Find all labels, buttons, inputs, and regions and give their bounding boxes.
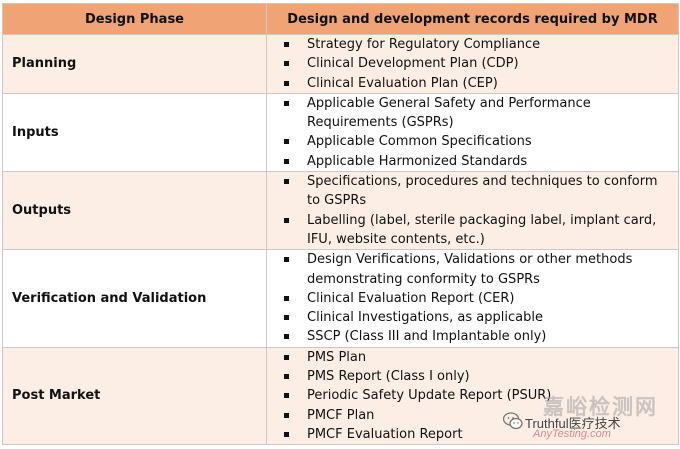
records-list: Design Verifications, Validations or oth…: [267, 250, 678, 346]
square-bullet-icon: [284, 354, 289, 360]
list-item: Labelling (label, sterile packaging labe…: [267, 211, 672, 250]
records-cell: PMS Plan PMS Report (Class I only) Periodi…: [266, 346, 679, 446]
records-list: Strategy for Regulatory Compliance Clinic…: [267, 35, 678, 93]
design-phase-cell: Inputs: [2, 92, 267, 173]
square-bullet-icon: [284, 61, 289, 67]
list-item-text: Applicable General Safety and Performanc…: [307, 95, 591, 131]
list-item: PMS Plan: [267, 348, 672, 367]
records-list: Applicable General Safety and Performanc…: [267, 94, 678, 171]
list-item: Applicable Harmonized Standards: [267, 152, 672, 171]
list-item: Periodic Safety Update Report (PSUR): [267, 386, 672, 405]
table-row: Inputs Applicable General Safety and Perf…: [2, 92, 679, 173]
list-item-text: SSCP (Class III and Implantable only): [307, 329, 547, 345]
mdr-records-table: Design Phase Design and development reco…: [2, 3, 679, 446]
list-item-text: Applicable Common Specifications: [307, 134, 532, 150]
header-records: Design and development records required …: [266, 3, 679, 35]
list-item-text: Labelling (label, sterile packaging labe…: [307, 212, 657, 247]
list-item-text: Design Verifications, Validations or oth…: [307, 252, 633, 287]
design-phase-cell: Planning: [2, 34, 267, 94]
list-item: PMCF Evaluation Report: [267, 425, 672, 444]
list-item-text: Strategy for Regulatory Compliance: [307, 37, 541, 52]
square-bullet-icon: [284, 80, 289, 86]
square-bullet-icon: [284, 334, 289, 340]
list-item-text: Clinical Investigations, as applicable: [307, 310, 543, 326]
list-item-text: Clinical Development Plan (CDP): [307, 56, 519, 72]
design-phase-cell: Verification and Validation: [2, 249, 267, 348]
square-bullet-icon: [284, 179, 289, 185]
records-cell: Applicable General Safety and Performanc…: [266, 92, 679, 173]
square-bullet-icon: [284, 257, 289, 263]
table-row: Post Market PMS Plan PMS Report (Class I o…: [2, 346, 679, 446]
records-cell: Strategy for Regulatory Compliance Clinic…: [266, 34, 679, 94]
list-item-text: Periodic Safety Update Report (PSUR): [307, 388, 552, 404]
list-item: PMS Report (Class I only): [267, 367, 672, 386]
square-bullet-icon: [284, 100, 289, 106]
list-item-text: PMS Plan: [307, 349, 367, 365]
square-bullet-icon: [284, 393, 289, 399]
records-cell: Specifications, procedures and technique…: [266, 171, 679, 251]
list-item: SSCP (Class III and Implantable only): [267, 327, 672, 346]
design-phase-cell: Outputs: [2, 171, 267, 251]
records-list: PMS Plan PMS Report (Class I only) Periodi…: [267, 348, 678, 444]
list-item-text: Applicable Harmonized Standards: [307, 153, 528, 169]
list-item: Clinical Investigations, as applicable: [267, 308, 672, 327]
design-phase-cell: Post Market: [2, 346, 267, 446]
header-row: Design Phase Design and development reco…: [2, 3, 679, 35]
records-cell: Design Verifications, Validations or oth…: [266, 249, 679, 348]
list-item: Clinical Development Plan (CDP): [267, 54, 672, 73]
square-bullet-icon: [284, 374, 289, 380]
square-bullet-icon: [284, 158, 289, 164]
square-bullet-icon: [284, 315, 289, 321]
list-item-text: Clinical Evaluation Plan (CEP): [307, 75, 498, 91]
table-row: Outputs Specifications, procedures and te…: [2, 171, 679, 251]
square-bullet-icon: [284, 295, 289, 301]
square-bullet-icon: [284, 139, 289, 145]
list-item-text: Clinical Evaluation Report (CER): [307, 290, 515, 306]
list-item-text: PMCF Plan: [307, 407, 375, 423]
list-item-text: Specifications, procedures and technique…: [307, 174, 658, 209]
square-bullet-icon: [284, 42, 289, 47]
table-row: Planning Strategy for Regulatory Complian…: [2, 34, 679, 94]
list-item: Clinical Evaluation Plan (CEP): [267, 74, 672, 93]
records-list: Specifications, procedures and technique…: [267, 172, 678, 249]
list-item: Design Verifications, Validations or oth…: [267, 250, 672, 289]
square-bullet-icon: [284, 431, 289, 437]
list-item: PMCF Plan: [267, 406, 672, 425]
list-item-text: PMS Report (Class I only): [307, 369, 470, 385]
list-item: Specifications, procedures and technique…: [267, 172, 672, 211]
list-item: Clinical Evaluation Report (CER): [267, 289, 672, 308]
table-body: Planning Strategy for Regulatory Complian…: [2, 34, 679, 446]
square-bullet-icon: [284, 412, 289, 418]
table-row: Verification and Validation Design Verifi…: [2, 249, 679, 348]
header-design-phase: Design Phase: [2, 3, 267, 35]
list-item: Strategy for Regulatory Compliance: [267, 35, 672, 54]
list-item-text: PMCF Evaluation Report: [307, 426, 463, 442]
square-bullet-icon: [284, 217, 289, 223]
list-item: Applicable Common Specifications: [267, 132, 672, 151]
list-item: Applicable General Safety and Performanc…: [267, 94, 672, 133]
